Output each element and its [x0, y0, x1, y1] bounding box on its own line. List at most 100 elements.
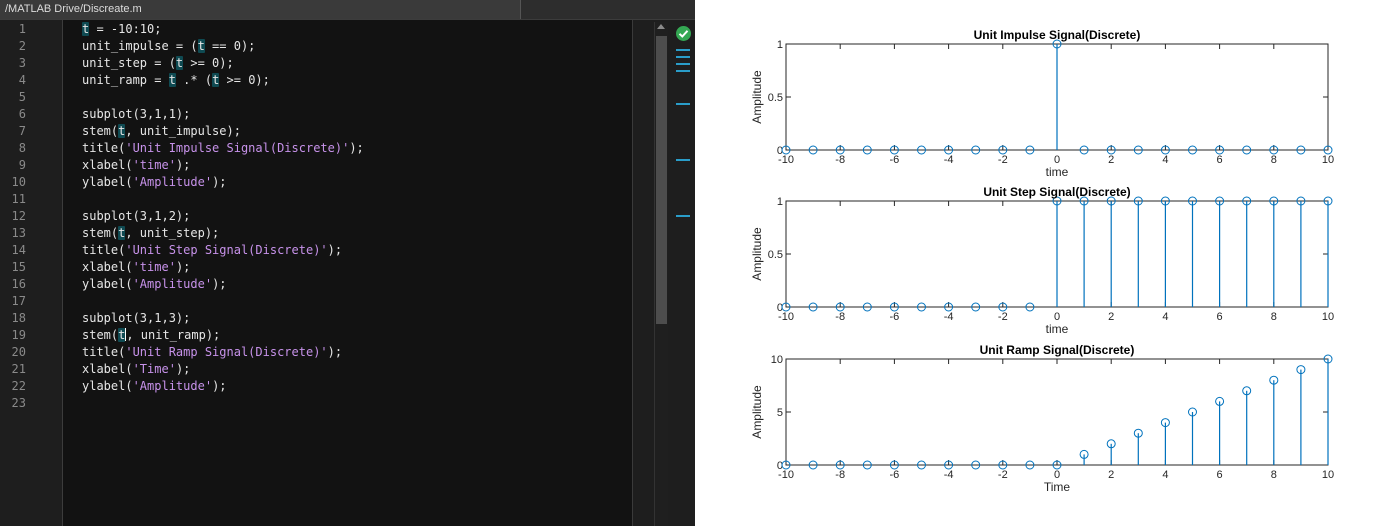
- code-token: );: [175, 362, 191, 376]
- line-number: 7: [18, 124, 26, 138]
- code-token: subplot(3,1,3);: [82, 311, 191, 325]
- code-line[interactable]: t = -10:10;: [82, 21, 161, 38]
- x-tick-label: 8: [1271, 154, 1277, 166]
- code-line[interactable]: subplot(3,1,3);: [82, 310, 190, 327]
- code-line[interactable]: ylabel('Amplitude');: [82, 276, 227, 293]
- scroll-up-arrow-icon[interactable]: [657, 24, 665, 29]
- x-tick-label: -10: [778, 311, 794, 323]
- stem-marker: [998, 145, 1008, 155]
- code-line[interactable]: stem(t, unit_impulse);: [82, 123, 241, 140]
- code-line[interactable]: xlabel('time');: [82, 157, 190, 174]
- x-tick-label: -8: [835, 311, 845, 323]
- x-tick-label: -2: [998, 154, 1008, 166]
- x-axis-label: time: [1046, 322, 1069, 336]
- x-tick-label: 0: [1054, 311, 1060, 323]
- stem-marker: [944, 460, 954, 470]
- code-line[interactable]: title('Unit Ramp Signal(Discrete)');: [82, 344, 342, 361]
- code-line[interactable]: title('Unit Step Signal(Discrete)');: [82, 242, 342, 259]
- stem-marker: [1160, 196, 1170, 206]
- code-line[interactable]: unit_ramp = t .* (t >= 0);: [82, 72, 270, 89]
- code-line[interactable]: subplot(3,1,2);: [82, 208, 190, 225]
- line-number: 3: [18, 56, 26, 70]
- line-number: 17: [11, 294, 26, 308]
- code-line[interactable]: ylabel('Amplitude');: [82, 378, 227, 395]
- line-number: 16: [11, 277, 26, 291]
- analyzer-mark[interactable]: [676, 215, 690, 217]
- figure-window: -10 -8 -6 -4 -2 0 2 4 6 8 10 0 0.5 1 Unit Impulse Sign…: [695, 0, 1398, 526]
- highlighted-variable: t: [212, 73, 220, 87]
- x-tick-label: -8: [835, 154, 845, 166]
- code-line[interactable]: title('Unit Impulse Signal(Discrete)');: [82, 140, 364, 157]
- code-line[interactable]: stem(t, unit_step);: [82, 225, 219, 242]
- check-circle-icon[interactable]: [676, 26, 691, 41]
- line-number: 13: [11, 226, 26, 240]
- code-line[interactable]: unit_impulse = (t == 0);: [82, 38, 255, 55]
- stem-marker: [1160, 145, 1170, 155]
- code-token: xlabel(: [82, 260, 133, 274]
- highlighted-variable: t: [168, 73, 176, 87]
- stem-marker: [944, 302, 954, 312]
- analyzer-mark[interactable]: [676, 159, 690, 161]
- stem-marker: [1188, 196, 1197, 206]
- analyzer-mark[interactable]: [676, 49, 690, 51]
- right-margin-guide: [632, 20, 633, 526]
- code-area[interactable]: t = -10:10; unit_impulse = (t == 0); unit_…: [63, 20, 633, 526]
- stem-marker: [1133, 428, 1143, 438]
- stem-marker: [1079, 449, 1089, 459]
- y-axis-label: Amplitude: [750, 385, 764, 439]
- stem-marker: [1025, 460, 1035, 470]
- analyzer-mark[interactable]: [676, 56, 690, 58]
- stem-marker: [917, 460, 926, 470]
- y-tick-label: 0: [777, 460, 783, 472]
- code-line[interactable]: unit_step = (t >= 0);: [82, 55, 234, 72]
- x-tick-label: 6: [1217, 469, 1223, 481]
- stem-marker: [971, 302, 981, 312]
- stem-marker: [1242, 386, 1252, 396]
- code-token: );: [212, 277, 227, 291]
- stem-marker: [971, 145, 981, 155]
- x-tick-label: -10: [778, 154, 794, 166]
- code-line[interactable]: stem(t, unit_ramp);: [82, 327, 220, 344]
- x-tick-label: 10: [1322, 154, 1334, 166]
- stem-marker: [835, 145, 845, 155]
- text-cursor: [125, 328, 127, 341]
- code-token: subplot(3,1,2);: [82, 209, 191, 223]
- line-number: 9: [18, 158, 26, 172]
- line-number: 11: [11, 192, 26, 206]
- x-tick-label: -2: [998, 311, 1008, 323]
- stem-marker: [1052, 39, 1062, 49]
- stem-marker: [1296, 145, 1306, 155]
- chart-title: Unit Step Signal(Discrete): [983, 185, 1130, 199]
- stem-marker: [1215, 145, 1225, 155]
- scrollbar-thumb[interactable]: [656, 36, 667, 324]
- stem-marker: [1269, 375, 1279, 385]
- code-token: xlabel(: [82, 158, 133, 172]
- vertical-scrollbar[interactable]: [654, 22, 668, 526]
- stem-marker: [1106, 145, 1116, 155]
- stem-marker: [781, 302, 791, 312]
- stem-marker: [808, 302, 818, 312]
- stem-marker: [808, 145, 818, 155]
- string-literal: 'Unit Ramp Signal(Discrete)': [125, 345, 328, 359]
- string-literal: 'Time': [132, 362, 176, 376]
- x-axis-label: Time: [1044, 480, 1071, 494]
- analyzer-mark[interactable]: [676, 70, 690, 72]
- x-tick-label: 4: [1162, 469, 1168, 481]
- x-tick-label: -2: [998, 469, 1008, 481]
- highlighted-variable: t: [118, 226, 126, 240]
- file-tab[interactable]: /MATLAB Drive/Discreate.m: [0, 0, 521, 19]
- code-line[interactable]: ylabel('Amplitude');: [82, 174, 227, 191]
- stem-marker: [835, 302, 845, 312]
- x-tick-label: 4: [1162, 154, 1168, 166]
- code-line[interactable]: xlabel('Time');: [82, 361, 190, 378]
- code-line[interactable]: subplot(3,1,1);: [82, 106, 190, 123]
- y-tick-label: 1: [777, 196, 783, 208]
- y-tick-label: 0.5: [768, 249, 783, 261]
- code-token: title(: [82, 243, 126, 257]
- code-line[interactable]: xlabel('time');: [82, 259, 190, 276]
- stem-marker: [917, 145, 926, 155]
- analyzer-mark[interactable]: [676, 63, 690, 65]
- analyzer-mark[interactable]: [676, 103, 690, 105]
- stem-marker: [1079, 196, 1089, 206]
- y-tick-label: 0: [777, 145, 783, 157]
